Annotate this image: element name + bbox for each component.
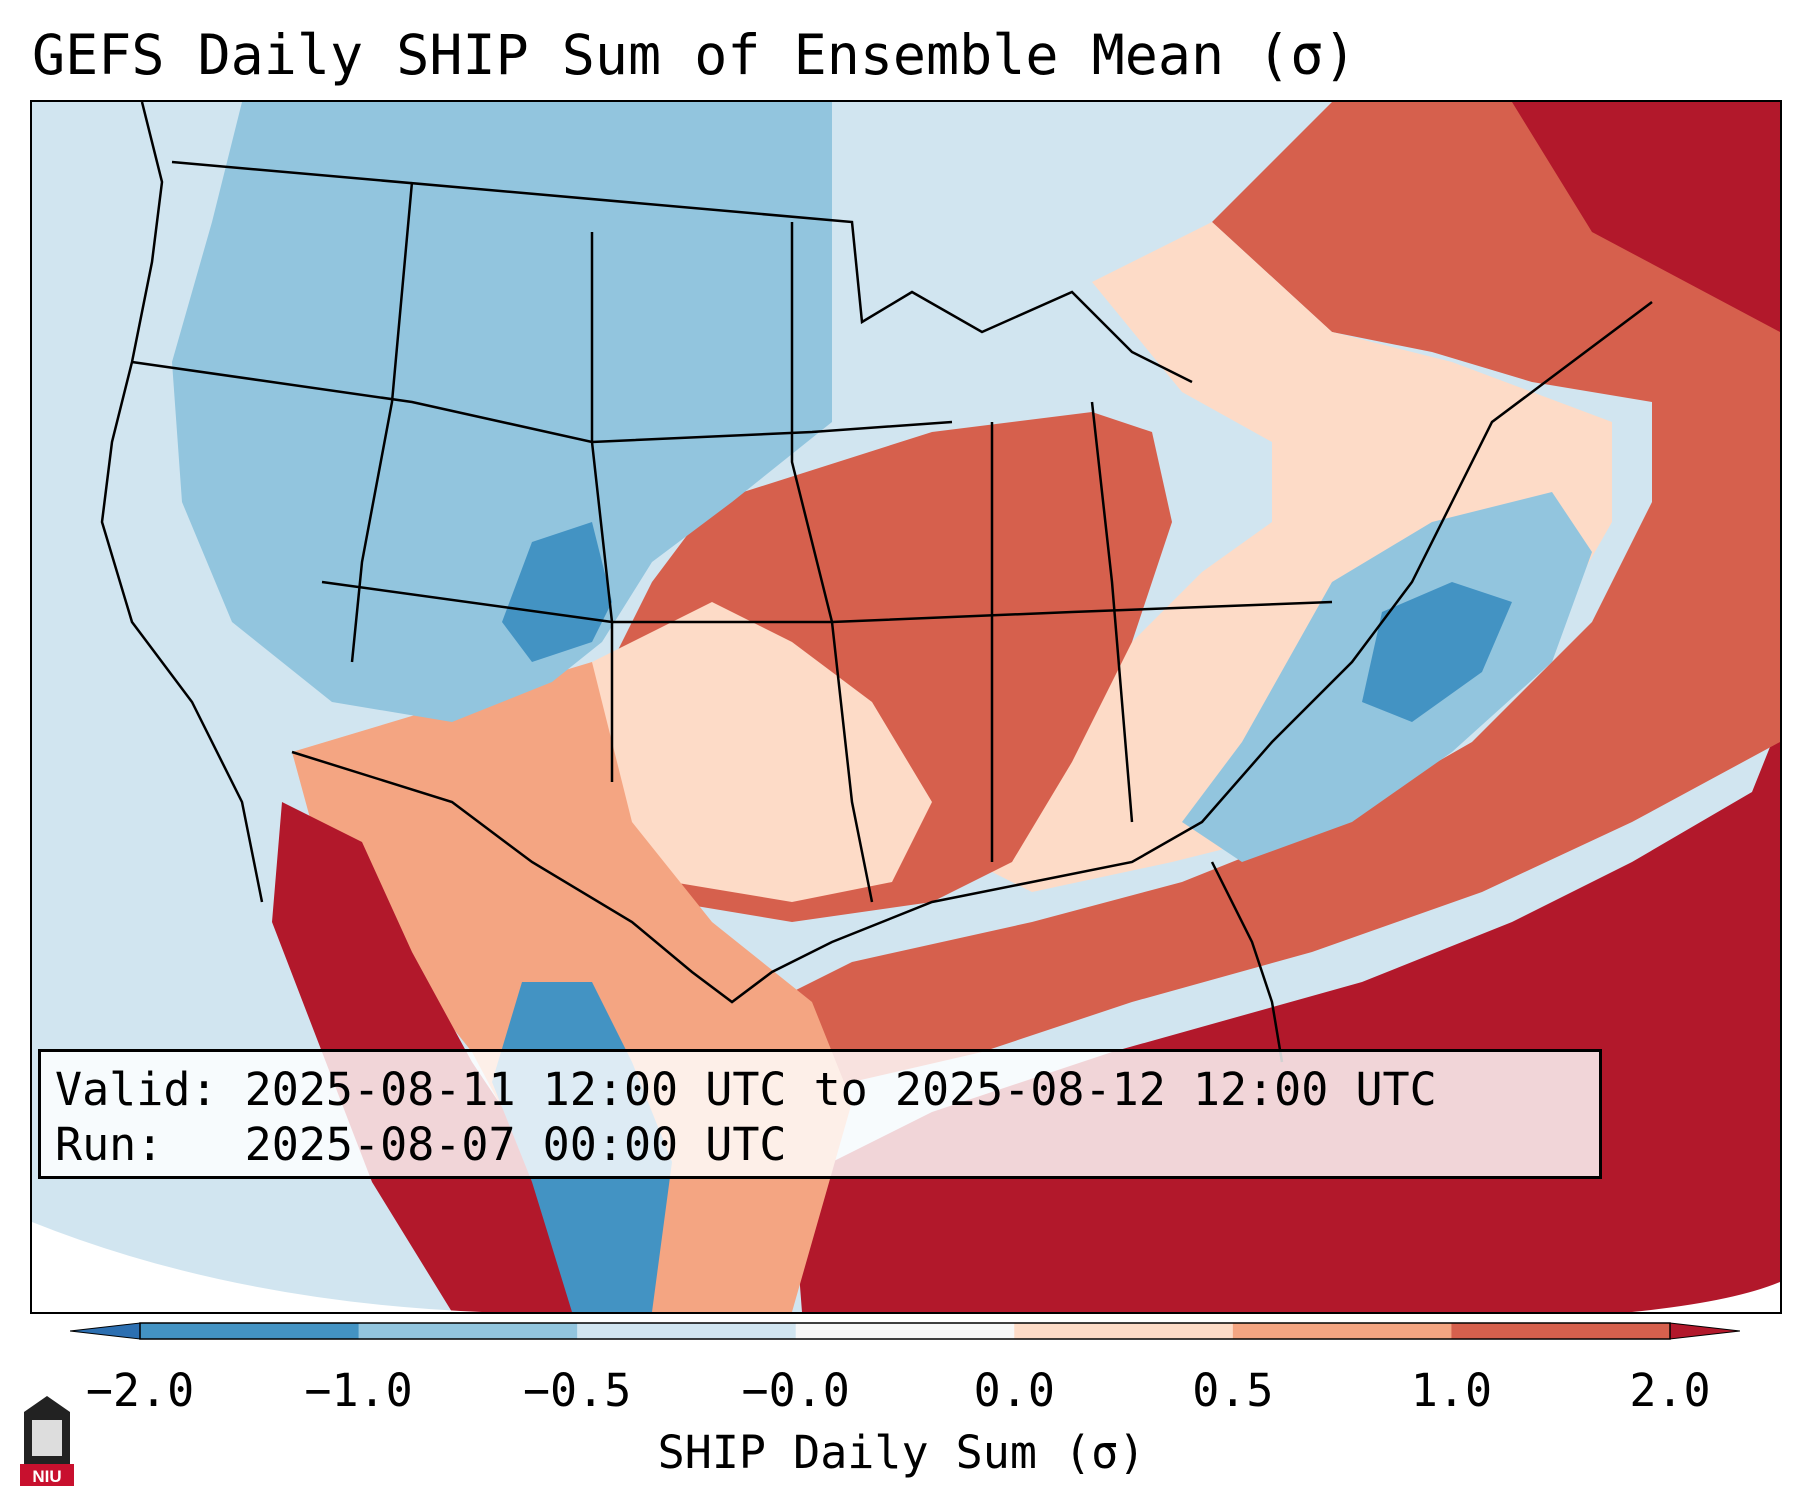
colorbar-extend-high	[1669, 1322, 1740, 1340]
field-more-negative-east	[1362, 582, 1512, 722]
field-negative-west	[172, 102, 832, 722]
colorbar-tick-label: 1.0	[1410, 1364, 1493, 1417]
colorbar-tick-label: −0.0	[741, 1364, 850, 1417]
state-border-idaho	[350, 181, 414, 663]
colorbar-bin	[577, 1323, 797, 1339]
field-very-high	[792, 102, 1780, 1312]
colorbar-tick-label: 0.0	[973, 1364, 1055, 1417]
colorbar-label: SHIP Daily Sum (σ)	[657, 1426, 1146, 1479]
colorbar	[70, 1322, 1740, 1340]
colorbar-bins	[139, 1322, 1671, 1340]
logo-window-icon	[32, 1420, 62, 1456]
projection-edge-left	[32, 1222, 482, 1312]
field-high	[772, 102, 1780, 1102]
colorbar-tick-label: −1.0	[304, 1364, 413, 1417]
map-outlines	[100, 102, 1653, 1063]
colorbar-tick-label: 2.0	[1629, 1364, 1711, 1417]
colorbar-bin	[140, 1323, 360, 1339]
colorbar-tick-label: −2.0	[85, 1364, 195, 1417]
state-border-latitude-2	[321, 580, 1333, 624]
state-border-east	[1090, 401, 1134, 823]
colorbar-bin	[1232, 1323, 1452, 1339]
colorbar-tick-label: −0.5	[522, 1364, 632, 1417]
west-coastline	[100, 102, 264, 903]
colorbar-tick-label: 0.5	[1192, 1364, 1274, 1417]
colorbar-bin	[358, 1323, 578, 1339]
colorbar-bin	[1014, 1323, 1234, 1339]
field-more-negative-colorado	[502, 522, 612, 662]
valid-value: 2025-08-11 12:00 UTC to 2025-08-12 12:00…	[244, 1063, 1437, 1116]
colorbar-bin	[1451, 1323, 1671, 1339]
run-row: Run: 2025-08-07 00:00 UTC	[55, 1117, 1585, 1172]
south-east-coastline	[291, 301, 1653, 1004]
logo-banner	[20, 1464, 74, 1486]
run-label: Run:	[55, 1118, 164, 1171]
colorbar-extend-low	[70, 1322, 141, 1340]
florida-outline	[1210, 861, 1284, 1063]
field-low-positive-south	[592, 602, 932, 902]
map-field	[32, 102, 1780, 1312]
state-border-latitude-1	[131, 360, 953, 444]
valid-label: Valid:	[55, 1063, 218, 1116]
logo-text: NIU	[32, 1467, 61, 1486]
state-border-central-west	[590, 232, 614, 782]
chart-title: GEFS Daily SHIP Sum of Ensemble Mean (σ)	[32, 23, 1357, 87]
us-canada-border	[171, 160, 1193, 384]
valid-row: Valid: 2025-08-11 12:00 UTC to 2025-08-1…	[55, 1062, 1585, 1117]
info-box: Valid: 2025-08-11 12:00 UTC to 2025-08-1…	[38, 1049, 1602, 1179]
colorbar-bin	[795, 1323, 1015, 1339]
niu-building-logo: NIU	[20, 1396, 74, 1486]
run-value: 2025-08-07 00:00 UTC	[244, 1118, 787, 1171]
map-panel: Valid: 2025-08-11 12:00 UTC to 2025-08-1…	[30, 100, 1782, 1314]
projection-edge-right	[1632, 1282, 1780, 1312]
